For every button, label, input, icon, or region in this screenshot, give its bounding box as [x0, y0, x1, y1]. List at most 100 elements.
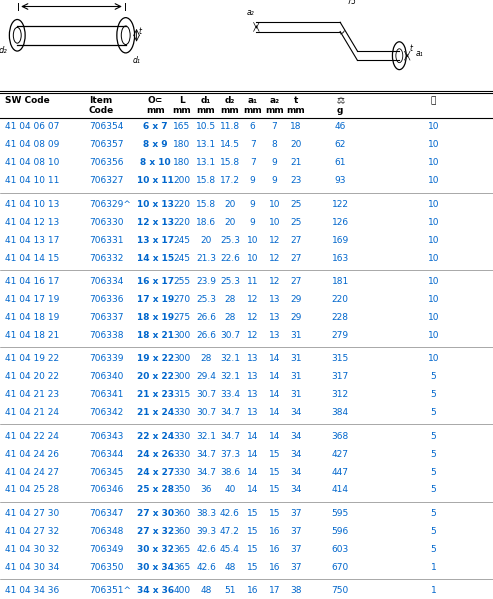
Text: 15: 15: [247, 544, 258, 554]
Text: mm: mm: [173, 107, 191, 116]
Text: 41 04 27 32: 41 04 27 32: [5, 527, 59, 536]
Text: 13: 13: [269, 313, 280, 322]
Text: 360: 360: [174, 527, 190, 536]
Text: 10: 10: [427, 354, 439, 364]
Text: 180: 180: [174, 158, 190, 168]
Text: mm: mm: [197, 107, 215, 116]
Text: 427: 427: [332, 449, 349, 459]
Text: Item: Item: [89, 96, 112, 105]
Text: 10 x 11: 10 x 11: [137, 176, 174, 186]
Text: 41 04 16 17: 41 04 16 17: [5, 277, 59, 286]
Text: 365: 365: [174, 562, 190, 572]
Text: 300: 300: [174, 331, 190, 340]
Text: 41 04 18 21: 41 04 18 21: [5, 331, 59, 340]
Text: 26.6: 26.6: [196, 331, 216, 340]
Text: 14 x 15: 14 x 15: [137, 253, 174, 263]
Text: 414: 414: [332, 485, 349, 495]
Text: 12: 12: [269, 277, 280, 286]
Text: 706343: 706343: [89, 431, 123, 441]
Text: 25.3: 25.3: [220, 235, 240, 245]
Text: 13: 13: [269, 295, 280, 304]
Text: ⚖: ⚖: [336, 96, 344, 105]
Text: 5: 5: [430, 527, 436, 536]
Text: 14: 14: [269, 390, 280, 400]
Text: 27 x 32: 27 x 32: [137, 527, 174, 536]
Text: 21.3: 21.3: [196, 253, 216, 263]
Text: 7: 7: [250, 140, 255, 150]
Text: 25 x 28: 25 x 28: [137, 485, 174, 495]
Text: 169: 169: [332, 235, 349, 245]
Text: 5: 5: [430, 372, 436, 382]
Text: 29: 29: [290, 295, 302, 304]
Text: t: t: [294, 96, 298, 105]
Text: 5: 5: [430, 408, 436, 418]
Text: 163: 163: [332, 253, 349, 263]
Text: 62: 62: [334, 140, 346, 150]
Text: 706356: 706356: [89, 158, 123, 168]
Text: 15.8: 15.8: [196, 199, 216, 209]
Text: 31: 31: [290, 372, 302, 382]
Text: 706339: 706339: [89, 354, 123, 364]
Text: 368: 368: [332, 431, 349, 441]
Text: 41 04 21 23: 41 04 21 23: [5, 390, 59, 400]
Text: mm: mm: [243, 107, 262, 116]
Text: 706347: 706347: [89, 509, 123, 518]
Text: 28: 28: [224, 295, 236, 304]
Text: 10: 10: [427, 199, 439, 209]
Text: 14: 14: [269, 372, 280, 382]
Text: 706350: 706350: [89, 562, 123, 572]
Text: 22 x 24: 22 x 24: [137, 431, 174, 441]
Text: 23.9: 23.9: [196, 277, 216, 286]
Text: 706337: 706337: [89, 313, 123, 322]
Text: 670: 670: [332, 562, 349, 572]
Text: O⊂: O⊂: [148, 96, 163, 105]
Text: 38: 38: [290, 586, 302, 595]
Text: 706334: 706334: [89, 277, 123, 286]
Text: 14: 14: [247, 467, 258, 477]
Text: 27 x 30: 27 x 30: [137, 509, 174, 518]
Text: 41 04 08 09: 41 04 08 09: [5, 140, 59, 150]
Text: 706348: 706348: [89, 527, 123, 536]
Text: 365: 365: [174, 544, 190, 554]
Text: 16: 16: [247, 586, 258, 595]
Text: 706351^: 706351^: [89, 586, 131, 595]
Text: Code: Code: [89, 107, 114, 116]
Text: 400: 400: [174, 586, 190, 595]
Text: L: L: [68, 0, 75, 2]
Text: 10: 10: [427, 331, 439, 340]
Text: d₁: d₁: [201, 96, 211, 105]
Text: 10: 10: [247, 235, 258, 245]
Text: 706327: 706327: [89, 176, 123, 186]
Text: 40: 40: [224, 485, 236, 495]
Text: 41 04 21 24: 41 04 21 24: [5, 408, 59, 418]
Text: 27: 27: [290, 235, 302, 245]
Text: 14: 14: [269, 354, 280, 364]
Text: 34: 34: [290, 431, 302, 441]
Text: 41 04 10 11: 41 04 10 11: [5, 176, 59, 186]
Text: d₂: d₂: [225, 96, 235, 105]
Text: 1: 1: [430, 562, 436, 572]
Text: 37: 37: [290, 527, 302, 536]
Text: 7: 7: [272, 122, 277, 132]
Text: a₁: a₁: [247, 96, 258, 105]
Text: 42.6: 42.6: [196, 544, 216, 554]
Text: 228: 228: [332, 313, 349, 322]
Text: 34: 34: [290, 467, 302, 477]
Text: 29.4: 29.4: [196, 372, 216, 382]
Text: 180: 180: [174, 140, 190, 150]
Text: 30 x 32: 30 x 32: [137, 544, 174, 554]
Text: 42.6: 42.6: [220, 509, 240, 518]
Text: 330: 330: [174, 449, 190, 459]
Text: 34: 34: [290, 485, 302, 495]
Text: 706329^: 706329^: [89, 199, 131, 209]
Text: 19 x 22: 19 x 22: [137, 354, 174, 364]
Text: 37.3: 37.3: [220, 449, 240, 459]
Text: 10: 10: [427, 140, 439, 150]
Text: 596: 596: [332, 527, 349, 536]
Text: g: g: [337, 107, 343, 116]
Text: 20 x 22: 20 x 22: [137, 372, 174, 382]
Text: 15: 15: [269, 509, 280, 518]
Text: 10: 10: [427, 217, 439, 227]
Text: 14.5: 14.5: [220, 140, 240, 150]
Text: 220: 220: [174, 199, 190, 209]
